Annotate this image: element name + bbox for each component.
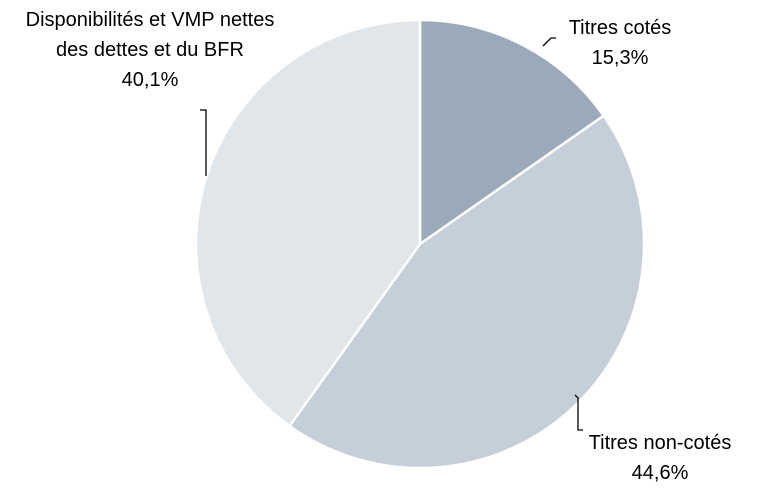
- category-label: Titres non-cotés: [588, 432, 732, 454]
- value-label: 40,1%: [121, 69, 179, 91]
- category-label: Titres cotés: [568, 17, 672, 39]
- slice-label: Titres non-cotés 44,6%: [560, 428, 760, 488]
- pie-slice: [287, 114, 646, 470]
- pie-slice: [194, 18, 422, 428]
- leader-line: [542, 37, 556, 47]
- slice-label: Titres cotés 15,3%: [545, 13, 695, 73]
- value-label: 15,3%: [591, 47, 649, 69]
- category-label: Disponibilités et VMP nettes des dettes …: [25, 9, 275, 61]
- value-label: 44,6%: [631, 462, 689, 484]
- leader-line: [200, 109, 207, 176]
- leader-line: [574, 394, 583, 431]
- slice-label: Disponibilités et VMP nettes des dettes …: [25, 5, 275, 95]
- pie-slice: [418, 18, 606, 247]
